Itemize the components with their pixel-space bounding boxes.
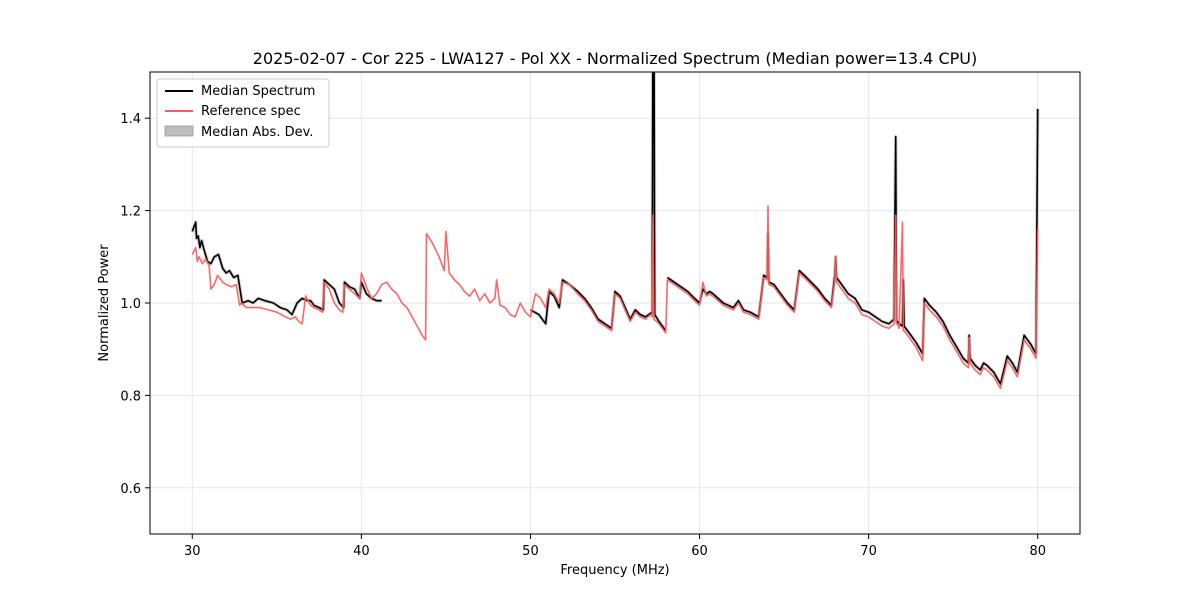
x-tick-label: 50 — [522, 544, 539, 559]
x-tick-label: 60 — [691, 544, 708, 559]
y-tick-label: 0.8 — [120, 389, 141, 404]
x-axis-label: Frequency (MHz) — [560, 563, 669, 578]
y-tick-label: 1.0 — [120, 297, 141, 312]
median-spectrum-line — [191, 221, 382, 316]
axes: 30 40 50 60 70 80 0.6 0.8 1.0 1.2 1.4 — [120, 112, 1046, 559]
y-tick-label: 0.6 — [120, 482, 141, 497]
chart-title: 2025-02-07 - Cor 225 - LWA127 - Pol XX -… — [253, 49, 977, 68]
legend-box — [156, 78, 330, 148]
legend-swatch-mad — [164, 125, 194, 137]
legend: Median Spectrum Reference spec Median Ab… — [156, 78, 330, 148]
legend-label-mad: Median Abs. Dev. — [201, 125, 313, 140]
median-spectrum-line — [666, 108, 1039, 385]
x-tick-label: 30 — [184, 544, 201, 559]
y-tick-label: 1.4 — [120, 112, 141, 127]
x-tick-label: 80 — [1029, 544, 1046, 559]
x-tick-label: 40 — [353, 544, 370, 559]
series-layer — [191, 72, 1039, 390]
y-axis-label: Normalized Power — [97, 244, 112, 362]
x-tick-label: 70 — [860, 544, 877, 559]
legend-label-reference: Reference spec — [201, 104, 301, 119]
legend-label-median: Median Spectrum — [201, 84, 315, 99]
y-tick-label: 1.2 — [120, 205, 141, 220]
reference-spectrum-line — [191, 205, 1039, 390]
plot-area — [190, 72, 1040, 390]
